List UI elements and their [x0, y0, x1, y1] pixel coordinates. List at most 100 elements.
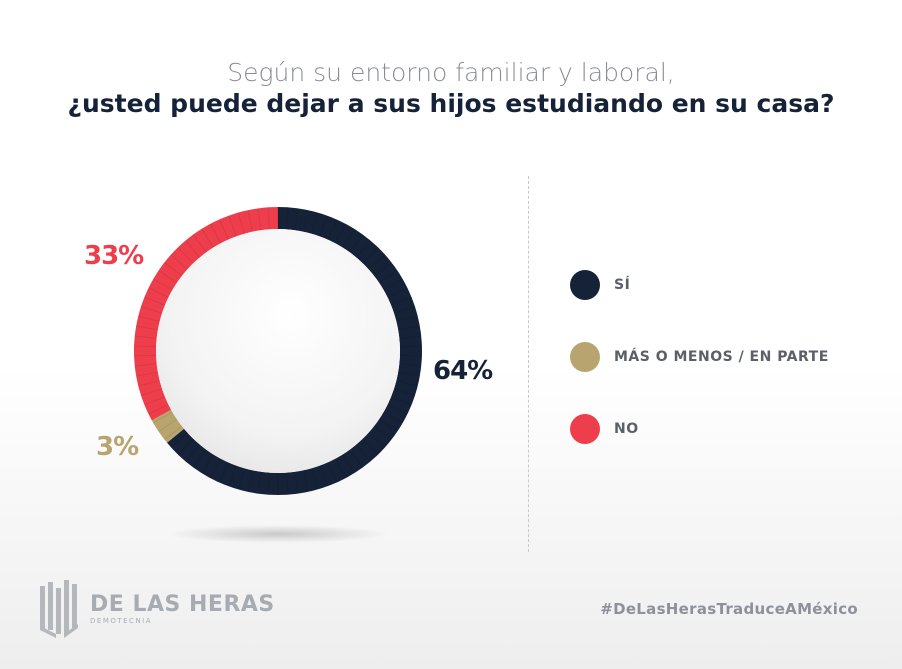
- ring-tick: [311, 468, 319, 490]
- ring-tick: [286, 472, 289, 495]
- legend-item-no: NO: [570, 412, 829, 446]
- ring-tick: [399, 345, 422, 348]
- chart-title: Según su entorno familiar y laboral, ¿us…: [0, 58, 902, 120]
- hashtag: #DeLasHerasTraduceAMéxico: [600, 600, 858, 618]
- legend-dot-no: [570, 414, 600, 444]
- divider-line: [528, 176, 529, 552]
- ring-tick: [228, 465, 237, 487]
- ring-tick: [390, 296, 412, 306]
- title-line-1: Según su entorno familiar y laboral,: [227, 58, 675, 87]
- ring-tick: [218, 462, 229, 483]
- legend-item-si: SÍ: [570, 268, 829, 302]
- legend-label-no: NO: [614, 421, 639, 437]
- ring-tick: [201, 454, 214, 474]
- ring-tick: [390, 396, 412, 406]
- title-line-2: ¿usted puede dejar a sus hijos estudiand…: [67, 89, 835, 118]
- ring-tick: [257, 471, 262, 494]
- ring-tick: [398, 325, 420, 331]
- ring-tick: [393, 388, 416, 396]
- ring-tick: [144, 296, 166, 306]
- ring-tick: [294, 208, 299, 231]
- ring-tick: [393, 306, 416, 314]
- ring-tick: [387, 404, 408, 415]
- ring-tick: [311, 212, 319, 234]
- ring-tick: [267, 207, 270, 230]
- ring-tick: [148, 404, 169, 415]
- ring-tick: [209, 458, 222, 479]
- legend: SÍ MÁS O MENOS / EN PARTE NO: [570, 268, 829, 484]
- ring-tick: [286, 207, 289, 230]
- legend-label-mas-o-menos: MÁS O MENOS / EN PARTE: [614, 349, 829, 365]
- ring-tick: [153, 411, 173, 424]
- ring-tick: [170, 254, 188, 270]
- ring-tick: [134, 363, 157, 367]
- ring-tick: [383, 278, 403, 291]
- brand-name: DE LAS HERAS: [90, 592, 275, 617]
- ring-tick: [349, 234, 364, 253]
- ring-tick: [368, 254, 386, 270]
- ring-tick: [294, 471, 299, 494]
- ring-tick: [177, 438, 194, 455]
- legend-dot-mas-o-menos: [570, 342, 600, 372]
- ring-tick: [396, 380, 418, 387]
- ring-tick: [373, 261, 392, 277]
- slice-no: [134, 207, 278, 421]
- ring-tick: [192, 234, 207, 253]
- ring-tick: [302, 210, 309, 232]
- ring-tick: [237, 468, 245, 490]
- donut-hole: [156, 229, 400, 473]
- donut-slices: [134, 207, 422, 496]
- ring-tick: [319, 465, 328, 487]
- ring-tick: [177, 247, 194, 264]
- ring-tick: [356, 240, 371, 258]
- ring-tick: [396, 315, 418, 322]
- ring-tick: [158, 270, 178, 284]
- ring-tick: [247, 470, 254, 492]
- ring-tick: [136, 325, 158, 331]
- ring-tick: [398, 371, 420, 377]
- ring-tick: [334, 223, 347, 244]
- ring-tick: [327, 219, 338, 240]
- legend-dot-si: [570, 270, 600, 300]
- ring-tick: [134, 354, 157, 357]
- ring-tick: [257, 208, 262, 231]
- ring-tick: [136, 371, 158, 377]
- legend-item-mas-o-menos: MÁS O MENOS / EN PARTE: [570, 340, 829, 374]
- ring-tick: [349, 449, 364, 468]
- logo-icon: [40, 580, 78, 638]
- ring-tick: [164, 425, 183, 441]
- ring-tick: [373, 425, 392, 441]
- ring-tick: [185, 444, 200, 462]
- ring-tick: [134, 345, 157, 348]
- data-label-si: 64%: [433, 356, 493, 386]
- ring-tick: [247, 210, 254, 232]
- ring-tick: [387, 287, 408, 298]
- ring-tick: [228, 215, 237, 237]
- ring-tick: [342, 228, 355, 248]
- ring-tick: [153, 278, 173, 291]
- ring-tick: [368, 432, 386, 448]
- ring-tick: [201, 228, 214, 248]
- ring-tick: [399, 354, 422, 357]
- ring-tick: [140, 388, 163, 396]
- ring-tick: [218, 219, 229, 240]
- slice-si: [167, 207, 422, 496]
- ring-tick: [342, 454, 355, 474]
- ring-tick: [378, 270, 398, 284]
- slice-mas-o-menos: [151, 409, 184, 443]
- ring-tick: [209, 223, 222, 244]
- ring-tick: [148, 287, 169, 298]
- chart-shadow: [168, 525, 388, 543]
- ring-tick: [185, 240, 200, 258]
- ring-tick: [237, 212, 245, 234]
- ring-tick: [158, 418, 178, 432]
- ring-tick: [192, 449, 207, 468]
- ring-tick: [334, 458, 347, 479]
- ring-tick: [170, 432, 188, 448]
- ring-tick: [134, 335, 157, 339]
- ring-tick: [356, 444, 371, 462]
- ring-tick: [378, 418, 398, 432]
- ring-tick: [138, 315, 160, 322]
- data-label-mas-o-menos: 3%: [96, 432, 139, 462]
